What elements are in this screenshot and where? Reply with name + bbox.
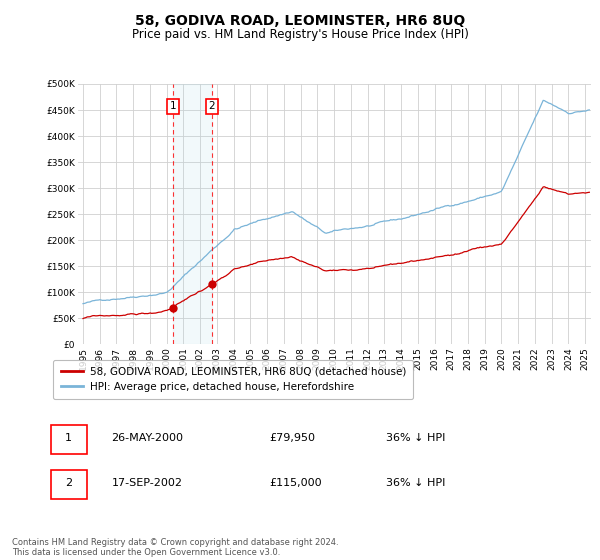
Text: 58, GODIVA ROAD, LEOMINSTER, HR6 8UQ: 58, GODIVA ROAD, LEOMINSTER, HR6 8UQ [135, 14, 465, 28]
FancyBboxPatch shape [50, 470, 86, 499]
Legend: 58, GODIVA ROAD, LEOMINSTER, HR6 8UQ (detached house), HPI: Average price, detac: 58, GODIVA ROAD, LEOMINSTER, HR6 8UQ (de… [53, 360, 413, 399]
Text: 1: 1 [170, 101, 176, 111]
Text: 26-MAY-2000: 26-MAY-2000 [112, 433, 184, 443]
Text: Price paid vs. HM Land Registry's House Price Index (HPI): Price paid vs. HM Land Registry's House … [131, 28, 469, 41]
Text: Contains HM Land Registry data © Crown copyright and database right 2024.
This d: Contains HM Land Registry data © Crown c… [12, 538, 338, 557]
Text: 17-SEP-2002: 17-SEP-2002 [112, 478, 182, 488]
Text: 36% ↓ HPI: 36% ↓ HPI [386, 478, 445, 488]
Bar [173, 84, 212, 344]
Text: £79,950: £79,950 [270, 433, 316, 443]
Text: 2: 2 [65, 478, 72, 488]
Text: £115,000: £115,000 [270, 478, 322, 488]
Text: 36% ↓ HPI: 36% ↓ HPI [386, 433, 445, 443]
Text: 1: 1 [65, 433, 72, 443]
FancyBboxPatch shape [50, 426, 86, 454]
Text: 2: 2 [209, 101, 215, 111]
